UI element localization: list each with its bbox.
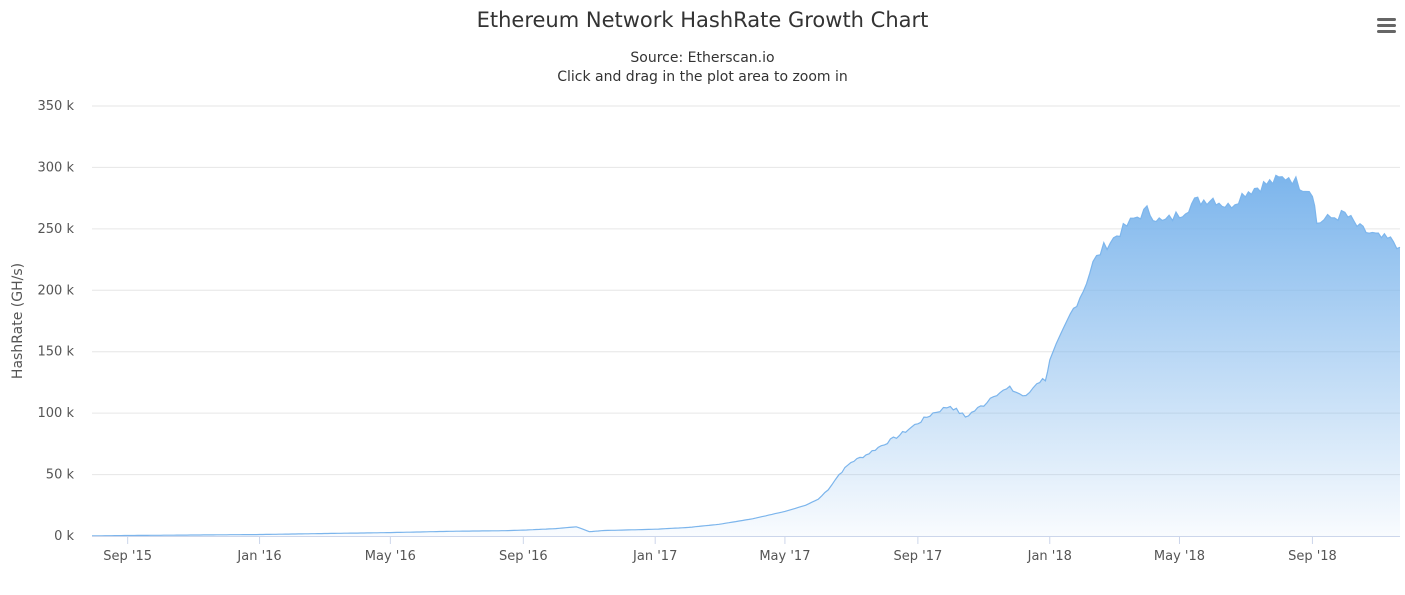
x-tick-label: Jan '18 [1027, 549, 1072, 564]
x-tick-label: Sep '17 [894, 549, 943, 564]
hashrate-area-fill[interactable] [92, 175, 1400, 536]
y-tick-label: 200 k [38, 283, 75, 298]
x-tick-label: May '17 [759, 549, 810, 564]
y-tick-label: 250 k [38, 222, 75, 237]
y-axis-title: HashRate (GH/s) [10, 263, 26, 379]
x-tick-label: May '18 [1154, 549, 1205, 564]
plot-area[interactable] [91, 174, 1401, 537]
y-tick-label: 100 k [38, 406, 75, 421]
x-axis: Sep '15 Jan '16 May '16 Sep '16 Jan '17 May '… [92, 536, 1400, 564]
x-tick-label: Sep '18 [1288, 549, 1337, 564]
hamburger-menu-icon[interactable] [1371, 12, 1401, 38]
chart-subtitle-hint: Click and drag in the plot area to zoom … [557, 69, 848, 85]
y-tick-label: 150 k [38, 345, 75, 360]
y-tick-label: 50 k [46, 468, 75, 483]
x-tick-label: Jan '17 [632, 549, 677, 564]
y-tick-label: 300 k [38, 160, 75, 175]
x-tick-label: May '16 [365, 549, 416, 564]
chart-subtitle-source: Source: Etherscan.io [630, 50, 775, 66]
x-tick-label: Sep '16 [499, 549, 548, 564]
x-tick-label: Jan '16 [236, 549, 281, 564]
x-tick-label: Sep '15 [103, 549, 152, 564]
y-tick-label: 350 k [38, 99, 75, 114]
hashrate-series-line[interactable] [91, 174, 1401, 537]
y-tick-label: 0 k [54, 529, 74, 544]
chart-title: Ethereum Network HashRate Growth Chart [476, 8, 929, 32]
y-axis: 0 k 50 k 100 k 150 k 200 k 250 k 300 k 350 k [38, 99, 75, 544]
